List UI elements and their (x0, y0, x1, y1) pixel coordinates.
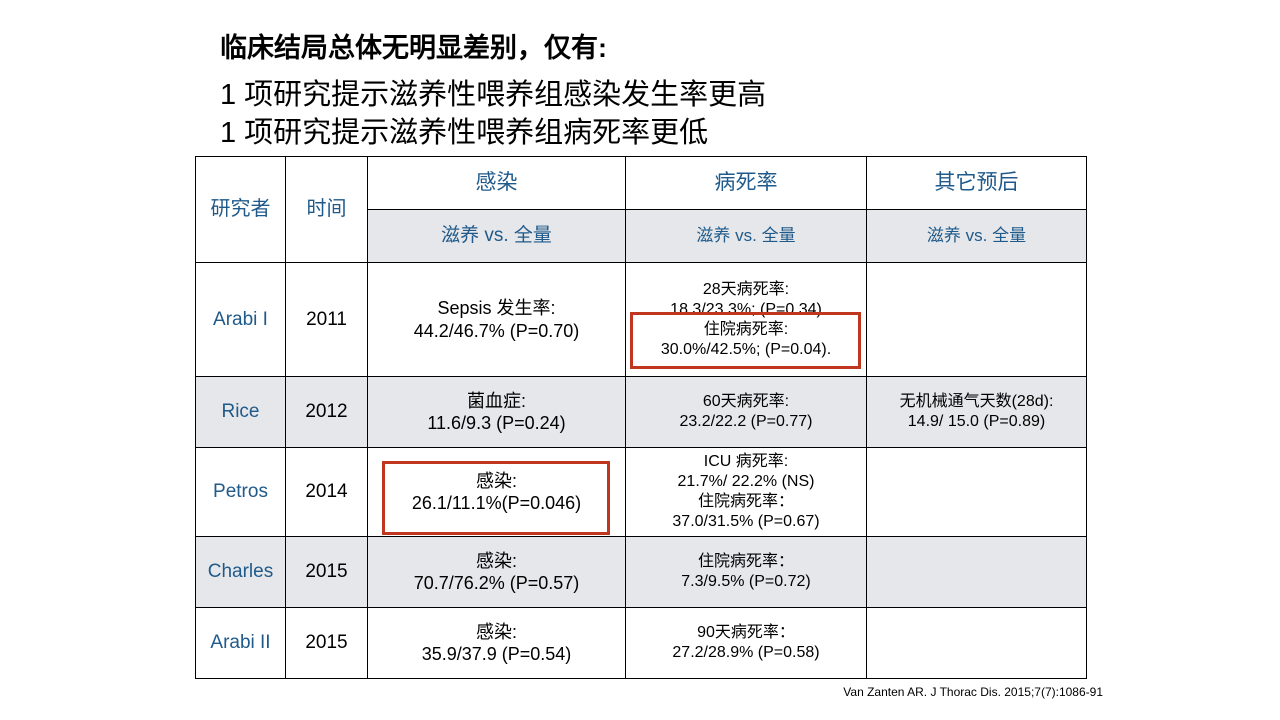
cell-text: 滋养 vs. 全量 (926, 226, 1027, 246)
cell-text: 21.7%/ 22.2% (NS) (677, 473, 815, 490)
cell-text: 滋养 vs. 全量 (696, 226, 796, 246)
highlight-box (630, 312, 861, 369)
cell-text: Arabi I (213, 308, 268, 330)
cell-text: 滋养 vs. 全量 (441, 225, 552, 247)
other-cell (866, 262, 1087, 377)
cell-text: 27.2/28.9% (P=0.58) (672, 644, 820, 661)
point: 1 项研究提示滋养性喂养组病死率更低 (220, 117, 709, 149)
cell-text: ICU 病死率: (703, 453, 789, 470)
mortality-cell: ICU 病死率: 21.7%/ 22.2% (NS) 住院病死率： 37.0/31.5… (625, 447, 867, 537)
cell-text: 住院病死率： (697, 493, 794, 510)
cell-text: 2014 (305, 481, 348, 503)
cell-text: 30.0%/42.5%; (P=0.04). (660, 340, 832, 358)
cell-text: 70.7/76.2% (P=0.57) (413, 573, 580, 593)
cell-text: 7.3/9.5% (P=0.72) (681, 573, 811, 590)
cell-text: 60天病死率: (702, 393, 790, 410)
subheader-cell: 滋养 vs. 全量 (866, 209, 1087, 263)
cell-text: 23.2/22.2 (P=0.77) (679, 413, 813, 430)
cell-text: 病死率 (714, 170, 778, 194)
cell-text: Rice (221, 401, 260, 423)
cell-text: 住院病死率: (703, 320, 789, 338)
infection-cell: 感染: 70.7/76.2% (P=0.57) (367, 536, 626, 608)
cell-text: 时间 (306, 198, 347, 220)
cell-text: 26.1/11.1%(P=0.046) (411, 493, 582, 513)
header-cell: 时间 (285, 156, 368, 263)
cell-text: 无机械通气天数(28d): (899, 393, 1054, 410)
study-cell: Charles (195, 536, 286, 608)
cell-text: 感染 (475, 170, 518, 194)
cell-text: 感染: (475, 550, 517, 571)
header-cell: 其它预后 (866, 156, 1087, 210)
infection-cell: 菌血症: 11.6/9.3 (P=0.24) (367, 376, 626, 448)
highlight-box (382, 461, 610, 535)
cell-text: Charles (207, 561, 274, 583)
cell-text: 90天病死率： (697, 624, 795, 641)
other-cell (866, 607, 1087, 679)
cell-text: 感染: (475, 470, 517, 491)
header-cell: 研究者 (195, 156, 286, 263)
cell-text: 14.9/ 15.0 (P=0.89) (907, 413, 1046, 430)
cell-text: 2015 (305, 632, 348, 654)
study-cell: Arabi II (195, 607, 286, 679)
year-cell: 2014 (285, 447, 368, 537)
cell-text: 35.9/37.9 (P=0.54) (421, 644, 572, 664)
cell-text: 住院病死率： (697, 553, 794, 570)
study-cell: Petros (195, 447, 286, 537)
title: 临床结局总体无明显差别，仅有: (220, 33, 607, 63)
cell-text: 研究者 (210, 198, 271, 220)
year-cell: 2015 (285, 607, 368, 679)
other-cell (866, 536, 1087, 608)
cell-text: 11.6/9.3 (P=0.24) (427, 413, 566, 433)
year-cell: 2011 (285, 262, 368, 377)
cell-text: 37.0/31.5% (P=0.67) (672, 513, 820, 530)
cell-text: 2015 (305, 561, 348, 583)
cell-text: 28天病死率: (702, 280, 790, 298)
mortality-cell: 90天病死率： 27.2/28.9% (P=0.58) (625, 607, 867, 679)
other-cell: 无机械通气天数(28d): 14.9/ 15.0 (P=0.89) (866, 376, 1087, 448)
year-cell: 2012 (285, 376, 368, 448)
cell-text: 菌血症: (466, 390, 526, 411)
mortality-cell: 住院病死率： 7.3/9.5% (P=0.72) (625, 536, 867, 608)
year-cell: 2015 (285, 536, 368, 608)
cell-text: 感染: (475, 621, 517, 642)
infection-cell: Sepsis 发生率: 44.2/46.7% (P=0.70) (367, 262, 626, 377)
cell-text: 其它预后 (934, 170, 1019, 194)
cell-text: Petros (213, 481, 268, 503)
header-cell: 病死率 (625, 156, 867, 210)
cell-text: 2012 (305, 401, 348, 423)
mortality-cell: 60天病死率: 23.2/22.2 (P=0.77) (625, 376, 867, 448)
subheader-cell: 滋养 vs. 全量 (625, 209, 867, 263)
other-cell (866, 447, 1087, 537)
infection-cell: 感染: 35.9/37.9 (P=0.54) (367, 607, 626, 679)
cell-text: Arabi II (210, 632, 271, 654)
study-cell: Arabi I (195, 262, 286, 377)
citation: Van Zanten AR. J Thorac Dis. 2015;7(7):1… (843, 685, 1103, 699)
header-cell: 感染 (367, 156, 626, 210)
subheader-cell: 滋养 vs. 全量 (367, 209, 626, 263)
cell-text: Sepsis 发生率: (437, 298, 556, 318)
point: 1 项研究提示滋养性喂养组感染发生率更高 (220, 79, 767, 111)
cell-text: 2011 (306, 308, 347, 330)
cell-text: 44.2/46.7% (P=0.70) (413, 320, 580, 341)
study-cell: Rice (195, 376, 286, 448)
